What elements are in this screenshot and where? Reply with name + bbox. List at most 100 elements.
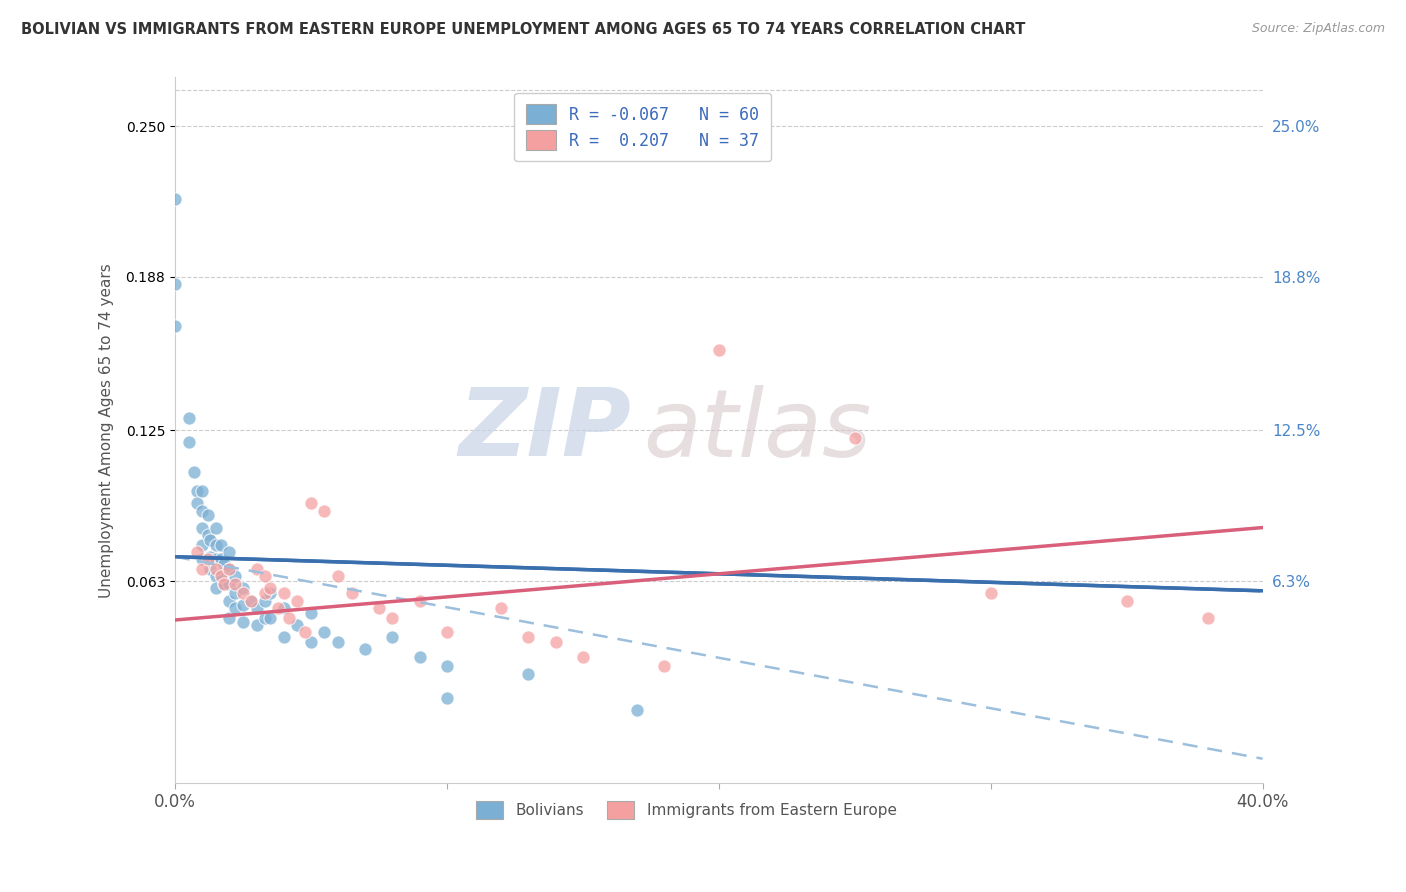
Point [232,586,254,600]
Point [197,508,219,523]
Point [240,593,263,607]
Point [259,586,281,600]
Point [232,615,254,630]
Point [218,593,240,607]
Point [245,618,267,632]
Point [354,642,377,657]
Point [186,484,208,499]
Point [340,586,363,600]
Point [163,277,186,292]
Point [186,545,208,559]
Point [299,496,322,510]
Point [436,625,458,640]
Point [1115,593,1137,607]
Point [326,569,349,583]
Point [436,690,458,705]
Text: BOLIVIAN VS IMMIGRANTS FROM EASTERN EUROPE UNEMPLOYMENT AMONG AGES 65 TO 74 YEAR: BOLIVIAN VS IMMIGRANTS FROM EASTERN EURO… [21,22,1025,37]
Point [200,549,222,564]
Text: ZIP: ZIP [458,384,631,476]
Point [209,538,232,552]
Point [367,600,389,615]
Text: Source: ZipAtlas.com: Source: ZipAtlas.com [1251,22,1385,36]
Point [224,600,246,615]
Point [212,576,235,591]
Point [273,586,295,600]
Point [232,582,254,596]
Point [517,630,540,644]
Point [544,635,567,649]
Point [204,552,226,566]
Point [191,503,214,517]
Point [1197,610,1219,624]
Point [273,630,295,644]
Point [299,606,322,620]
Point [209,566,232,581]
Point [299,635,322,649]
Point [197,552,219,566]
Point [204,538,226,552]
Point [209,569,232,583]
Point [218,562,240,576]
Point [177,411,200,425]
Point [218,545,240,559]
Point [381,630,404,644]
Point [294,625,316,640]
Point [218,562,240,576]
Y-axis label: Unemployment Among Ages 65 to 74 years: Unemployment Among Ages 65 to 74 years [100,263,114,598]
Point [408,649,430,664]
Point [707,343,730,357]
Point [224,576,246,591]
Point [980,586,1002,600]
Point [200,562,222,576]
Legend: Bolivians, Immigrants from Eastern Europe: Bolivians, Immigrants from Eastern Europ… [470,795,903,825]
Point [218,576,240,591]
Point [285,618,308,632]
Point [186,496,208,510]
Point [212,576,235,591]
Point [191,520,214,534]
Point [253,569,276,583]
Text: atlas: atlas [643,384,870,475]
Point [245,600,267,615]
Point [285,593,308,607]
Point [191,552,214,566]
Point [436,659,458,673]
Point [245,562,267,576]
Point [224,586,246,600]
Point [204,569,226,583]
Point [267,600,290,615]
Point [626,703,648,717]
Point [209,552,232,566]
Point [259,582,281,596]
Point [212,557,235,571]
Point [232,599,254,613]
Point [572,649,595,664]
Point [326,635,349,649]
Point [654,659,676,673]
Point [844,431,866,445]
Point [517,666,540,681]
Point [278,610,301,624]
Point [204,520,226,534]
Point [183,465,205,479]
Point [163,318,186,333]
Point [177,435,200,450]
Point [408,593,430,607]
Point [240,593,263,607]
Point [204,582,226,596]
Point [314,503,336,517]
Point [381,610,404,624]
Point [204,562,226,576]
Point [200,533,222,547]
Point [191,562,214,576]
Point [253,586,276,600]
Point [197,528,219,542]
Point [253,610,276,624]
Point [253,593,276,607]
Point [314,625,336,640]
Point [218,610,240,624]
Point [273,600,295,615]
Point [491,600,513,615]
Point [259,610,281,624]
Point [163,192,186,206]
